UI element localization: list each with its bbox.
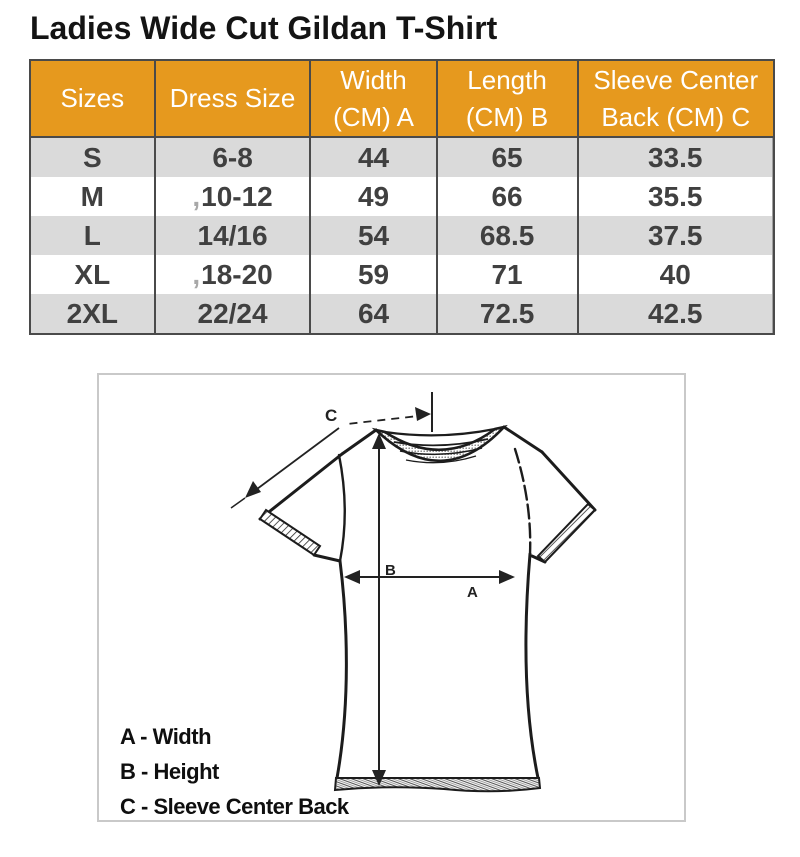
cell-length: 65: [438, 138, 579, 177]
dress-size-value: 18-20: [201, 259, 273, 290]
measure-b-arrow: B: [372, 433, 396, 786]
header-cell-sizes: Sizes: [31, 61, 156, 136]
cell-dress-size: , 10-12: [156, 177, 312, 216]
header-label: Length: [467, 64, 547, 95]
cell-size: 2XL: [31, 294, 156, 333]
comma-artifact: ,: [192, 181, 201, 212]
table-row-s: S 6-8 44 65 33.5: [31, 138, 773, 177]
cell-length: 71: [438, 255, 579, 294]
cell-size: XL: [31, 255, 156, 294]
header-label: Sleeve Center: [593, 64, 759, 95]
sleeve-center-back-marker-label: C: [325, 406, 337, 425]
size-table-header: Sizes Dress Size Width (CM) A Length (CM…: [31, 61, 773, 138]
header-label: Sizes: [60, 83, 125, 113]
cell-size: S: [31, 138, 156, 177]
legend-item-sleeve-center-back: C - Sleeve Center Back: [120, 794, 349, 819]
cell-sleeve: 37.5: [579, 216, 773, 255]
table-row-l: L 14/16 54 68.5 37.5: [31, 216, 773, 255]
table-row-m: M , 10-12 49 66 35.5: [31, 177, 773, 216]
legend-item-height: B - Height: [120, 759, 219, 784]
comma-artifact: ,: [192, 259, 201, 290]
cell-sleeve: 42.5: [579, 294, 773, 333]
page-title: Ladies Wide Cut Gildan T-Shirt: [30, 10, 498, 46]
tshirt-diagram-box: C B A A - Width B - Height C - Sleeve Ce…: [97, 373, 686, 822]
cell-dress-size: 6-8: [156, 138, 312, 177]
dress-size-value: 6-8: [212, 142, 253, 173]
dress-size-value: 22/24: [197, 298, 268, 329]
header-label: (CM) A: [333, 101, 414, 132]
cell-dress-size: 14/16: [156, 216, 312, 255]
cell-size: M: [31, 177, 156, 216]
table-row-xl: XL , 18-20 59 71 40: [31, 255, 773, 294]
hem-band: [333, 777, 542, 793]
header-cell-length: Length (CM) B: [438, 61, 579, 136]
cell-width: 59: [311, 255, 438, 294]
tshirt-diagram: C B A: [230, 392, 597, 793]
cell-length: 72.5: [438, 294, 579, 333]
table-row-2xl: 2XL 22/24 64 72.5 42.5: [31, 294, 773, 333]
cell-width: 64: [311, 294, 438, 333]
cell-length: 68.5: [438, 216, 579, 255]
cell-sleeve: 40: [579, 255, 773, 294]
cell-size: L: [31, 216, 156, 255]
measure-c-arrow: C: [230, 392, 433, 509]
height-marker-label: B: [385, 562, 396, 579]
header-label: (CM) B: [465, 101, 549, 132]
header-label: Dress Size: [169, 83, 296, 113]
measure-a-arrow: A: [344, 570, 515, 601]
cell-width: 44: [311, 138, 438, 177]
cell-width: 49: [311, 177, 438, 216]
header-cell-sleeve-center-back: Sleeve Center Back (CM) C: [579, 61, 773, 136]
cell-length: 66: [438, 177, 579, 216]
header-cell-width: Width (CM) A: [311, 61, 438, 136]
width-marker-label: A: [467, 584, 478, 601]
dress-size-value: 14/16: [197, 220, 268, 251]
cell-dress-size: , 18-20: [156, 255, 312, 294]
cell-width: 54: [311, 216, 438, 255]
cell-sleeve: 33.5: [579, 138, 773, 177]
size-table: Sizes Dress Size Width (CM) A Length (CM…: [29, 59, 775, 335]
collar: [371, 424, 508, 464]
header-label: Width: [340, 64, 407, 95]
dress-size-value: 10-12: [201, 181, 273, 212]
cell-dress-size: 22/24: [156, 294, 312, 333]
diagram-legend: A - Width B - Height C - Sleeve Center B…: [120, 719, 349, 824]
header-cell-dress-size: Dress Size: [156, 61, 312, 136]
header-label: Back (CM) C: [601, 101, 751, 132]
legend-item-width: A - Width: [120, 724, 212, 749]
cell-sleeve: 35.5: [579, 177, 773, 216]
sleeve-cuffs: [258, 502, 597, 564]
